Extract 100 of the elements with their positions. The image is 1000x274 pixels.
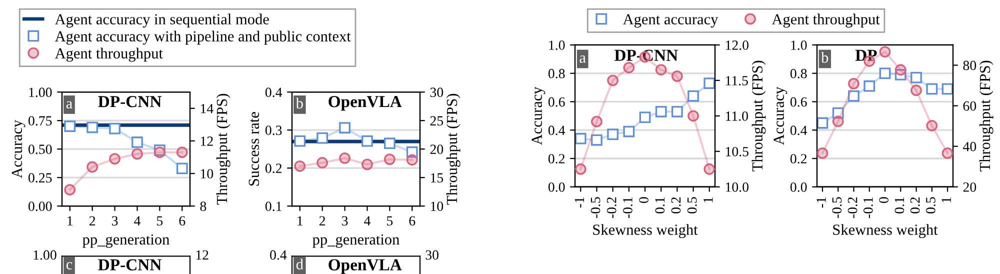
y-tick-label: 0.00 — [28, 202, 52, 212]
y-tick-label: 0.2 — [790, 154, 807, 164]
x-tick-label: 2 — [319, 216, 326, 226]
x-tick-label: 0.5 — [687, 197, 697, 214]
point — [817, 117, 828, 129]
x-axis-title: Skewness weight — [593, 224, 698, 238]
point — [607, 128, 619, 140]
point — [607, 74, 619, 86]
legend-label: Agent throughput — [772, 14, 880, 28]
x-tick-label: 6 — [409, 216, 416, 226]
x-tick-label: -0.2 — [848, 197, 858, 218]
text: c — [66, 262, 72, 270]
x-tick-label: 3 — [112, 216, 118, 226]
point — [848, 90, 860, 102]
point — [591, 134, 602, 146]
y2-tick-label: 40 — [962, 142, 976, 152]
x-tick-label: 1 — [68, 216, 72, 226]
y-tick-label: 0.8 — [548, 68, 565, 78]
y2-tick-label: 60 — [963, 101, 976, 111]
x-tick-label: -0.5 — [590, 197, 600, 218]
point — [575, 132, 586, 144]
y2-axis-title: Throughput (FPS) — [752, 60, 766, 172]
annotation: a — [66, 101, 72, 109]
point — [832, 107, 844, 119]
y-tick-label: 1.0 — [549, 40, 565, 50]
point — [639, 112, 651, 124]
point — [132, 136, 143, 148]
point — [879, 46, 891, 58]
x-tick-label: 0.2 — [910, 197, 920, 214]
point — [132, 148, 143, 160]
y2-tick-label: 11.5 — [726, 76, 748, 86]
annotation: b — [296, 98, 303, 109]
y2-tick-label: 11.0 — [726, 111, 748, 121]
y-tick-label: 0.25 — [28, 173, 52, 183]
x-tick-label: -0.1 — [623, 197, 632, 218]
point — [894, 69, 906, 80]
x-tick-label: 0.1 — [894, 197, 904, 214]
y-tick-label: 0.3 — [265, 126, 282, 136]
x-tick-label: 4 — [134, 216, 140, 226]
x-tick-label: 3 — [342, 216, 348, 226]
y2-tick-label: 80 — [963, 60, 976, 70]
point — [864, 80, 876, 92]
point — [294, 135, 306, 147]
y-tick-label: 0.2 — [265, 164, 282, 174]
point — [655, 64, 667, 76]
point — [406, 154, 418, 166]
y2-tick-label: 8 — [200, 202, 206, 212]
y-axis-title: Accuracy — [532, 86, 546, 146]
point — [688, 90, 699, 102]
x-tick-label: 5 — [157, 216, 163, 226]
point — [362, 135, 373, 147]
y-tick-label: 0.4 — [548, 126, 566, 136]
y-tick-label: 0.4 — [265, 88, 282, 98]
chart-title: DP — [855, 50, 877, 61]
point — [704, 78, 715, 89]
y-tick-label: 0.4 — [790, 126, 808, 136]
y2-tick-label: 10 — [430, 202, 444, 212]
text: 12 — [196, 250, 208, 260]
chart-title: DP-CNN — [98, 96, 162, 108]
x-tick-label: 0.2 — [671, 197, 681, 214]
point — [942, 83, 953, 95]
point — [406, 146, 418, 158]
text: d — [296, 258, 304, 270]
y2-axis-title: Throughput (FPS) — [216, 94, 230, 205]
y-tick-label: 0.6 — [548, 97, 565, 107]
point — [894, 64, 906, 76]
y2-tick-label: 12 — [200, 136, 213, 146]
annotation: b — [821, 52, 828, 63]
point — [339, 152, 350, 164]
point — [109, 122, 120, 134]
y-tick-label: 0.75 — [28, 116, 52, 126]
point — [384, 154, 396, 166]
y-tick-label: 1.00 — [29, 88, 52, 98]
x-tick-label: -0.1 — [863, 197, 873, 218]
x-tick-label: 4 — [364, 216, 370, 226]
y2-tick-label: 10.5 — [726, 146, 748, 156]
x-tick-label: -0.2 — [606, 197, 616, 218]
point — [848, 78, 860, 90]
point — [623, 62, 635, 74]
point — [832, 116, 844, 128]
point — [339, 122, 350, 134]
y2-tick-label: 25 — [430, 116, 444, 126]
y2-tick-label: 14 — [200, 104, 214, 114]
x-tick-label: -1 — [574, 197, 584, 208]
point — [926, 83, 938, 95]
point — [316, 157, 328, 168]
y2-axis-title: Throughput (FPS) — [446, 94, 460, 205]
point — [294, 160, 306, 172]
y2-tick-label: 10 — [200, 169, 214, 178]
x-tick-label: 5 — [387, 216, 393, 226]
y-tick-label: 0.0 — [548, 182, 565, 192]
point — [176, 146, 188, 158]
y-tick-label: 1.0 — [791, 40, 807, 50]
point — [671, 106, 683, 118]
annotation: a — [580, 55, 586, 63]
point — [575, 163, 586, 175]
point — [704, 163, 715, 175]
y-axis-title: Accuracy — [774, 86, 788, 146]
y-tick-label: 0.2 — [548, 154, 565, 164]
y2-tick-label: 10.0 — [726, 182, 748, 192]
